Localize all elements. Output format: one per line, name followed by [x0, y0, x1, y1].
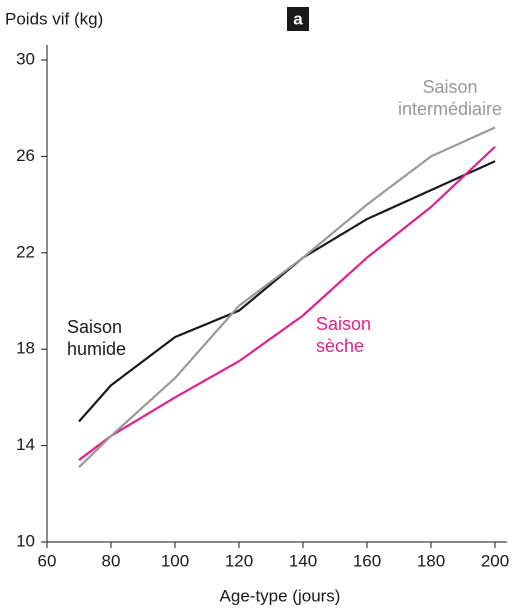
series-line: [78, 126, 496, 469]
panel-label: a: [293, 9, 303, 28]
x-tick-label: 200: [481, 551, 509, 570]
y-tick-label: 14: [16, 435, 35, 454]
y-tick-label: 22: [16, 242, 35, 261]
series-label: Saison humide: [67, 317, 127, 359]
x-tick-label: 120: [225, 551, 253, 570]
x-tick-label: 140: [289, 551, 317, 570]
x-tick-label: 180: [417, 551, 445, 570]
x-tick-label: 60: [38, 551, 57, 570]
series-line: [78, 160, 496, 423]
y-axis-label: Poids vif (kg): [5, 9, 103, 28]
series-label: Saison intermédiaire: [397, 77, 503, 119]
x-tick-label: 80: [102, 551, 121, 570]
y-tick-label: 30: [16, 49, 35, 68]
x-tick-label: 160: [353, 551, 381, 570]
series-label: Saison sèche: [316, 314, 372, 356]
series-line: [78, 145, 496, 461]
x-tick-label: 100: [161, 551, 189, 570]
x-axis-label: Age-type (jours): [220, 586, 341, 605]
y-tick-label: 10: [16, 531, 35, 550]
y-tick-label: 18: [16, 339, 35, 358]
panel-box: [287, 7, 309, 31]
y-tick-label: 26: [16, 146, 35, 165]
